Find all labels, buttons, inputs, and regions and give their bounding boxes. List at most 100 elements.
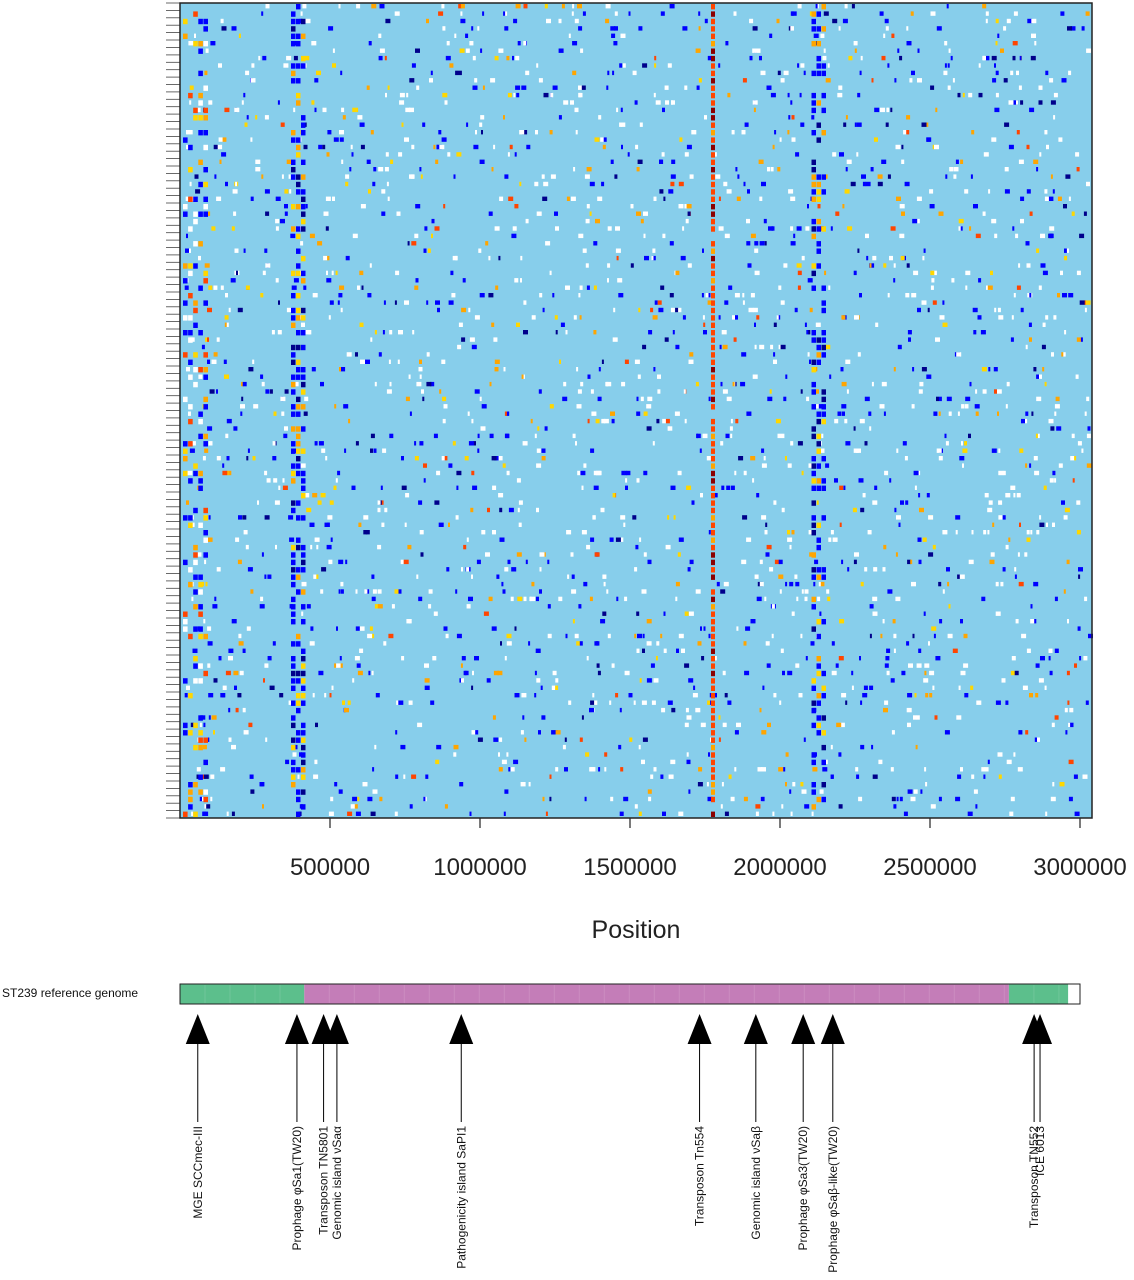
heatmap-cell: [1034, 737, 1038, 742]
heatmap-cell: [711, 26, 715, 32]
heatmap-cell: [816, 478, 821, 484]
x-tick-label: 1000000: [433, 854, 526, 881]
heatmap-cell: [207, 641, 213, 646]
heatmap-cell: [234, 248, 239, 253]
heatmap-cell: [804, 596, 808, 602]
heatmap-cell: [638, 811, 642, 816]
heatmap-cell: [811, 678, 816, 684]
heatmap-cell: [183, 811, 188, 817]
heatmap-cell: [675, 344, 680, 350]
heatmap-cell: [296, 737, 301, 743]
heatmap-cell: [1029, 107, 1035, 113]
heatmap-cell: [435, 300, 440, 305]
heatmap-cell: [855, 767, 859, 772]
heatmap-cell: [711, 152, 715, 158]
heatmap-cell: [186, 685, 190, 690]
heatmap-cell: [578, 92, 583, 98]
heatmap-cell: [857, 352, 861, 357]
heatmap-cell: [231, 811, 235, 816]
heatmap-cell: [188, 522, 193, 528]
heatmap-cell: [790, 100, 793, 105]
heatmap-cell: [711, 418, 715, 425]
heatmap-cell: [534, 433, 537, 439]
heatmap-cell: [1023, 418, 1028, 424]
heatmap-cell: [524, 737, 527, 742]
heatmap-cell: [335, 478, 338, 483]
heatmap-cell: [743, 181, 746, 187]
heatmap-cell: [857, 92, 861, 98]
heatmap-cell: [810, 641, 815, 646]
heatmap-cell: [1030, 604, 1033, 609]
heatmap-cell: [841, 559, 844, 565]
heatmap-cell: [291, 159, 296, 165]
heatmap-cell: [190, 722, 194, 728]
heatmap-cell: [1012, 226, 1015, 231]
heatmap-cell: [821, 344, 826, 351]
heatmap-cell: [583, 463, 587, 468]
heatmap-cell: [859, 656, 861, 661]
heatmap-cell: [261, 174, 264, 179]
heatmap-cell: [301, 663, 306, 669]
heatmap-cell: [1084, 300, 1087, 305]
heatmap-cell: [657, 374, 661, 379]
heatmap-cell: [301, 255, 306, 262]
heatmap-cell: [638, 744, 641, 750]
heatmap-cell: [1038, 678, 1044, 683]
heatmap-cell: [711, 226, 715, 232]
heatmap-cell: [920, 789, 923, 794]
heatmap-cell: [607, 226, 612, 231]
x-tick-label: 2500000: [883, 854, 976, 881]
heatmap-cell: [296, 181, 301, 188]
heatmap-cell: [269, 685, 275, 690]
heatmap-cell: [947, 63, 950, 68]
heatmap-cell: [296, 396, 301, 403]
heatmap-cell: [752, 100, 758, 105]
heatmap-cell: [345, 174, 350, 179]
heatmap-cell: [675, 307, 679, 313]
heatmap-cell: [503, 11, 506, 16]
heatmap-cell: [296, 137, 301, 143]
heatmap-cell: [449, 63, 454, 68]
heatmap-cell: [994, 307, 997, 313]
heatmap-cell: [1054, 404, 1060, 409]
heatmap-cell: [700, 493, 703, 498]
heatmap-cell: [643, 233, 646, 239]
heatmap-cell: [286, 159, 292, 164]
heatmap-cell: [819, 611, 822, 616]
heatmap-cell: [811, 115, 815, 120]
heatmap-cell: [997, 411, 999, 416]
heatmap-cell: [264, 189, 270, 194]
heatmap-cell: [291, 507, 296, 514]
heatmap-cell: [1030, 619, 1035, 624]
heatmap-cell: [811, 574, 816, 580]
heatmap-cell: [318, 670, 324, 676]
heatmap-cell: [543, 92, 549, 98]
heatmap-cell: [907, 722, 911, 728]
heatmap-cell: [880, 107, 885, 113]
heatmap-cell: [646, 678, 652, 683]
heatmap-cell: [296, 367, 301, 373]
heatmap-cell: [978, 92, 983, 98]
heatmap-cell: [718, 737, 721, 742]
heatmap-cell: [296, 537, 301, 543]
heatmap-cell: [1003, 78, 1008, 83]
heatmap-cell: [183, 278, 188, 284]
heatmap-cell: [322, 107, 327, 113]
heatmap-cell: [773, 322, 777, 327]
heatmap-cell: [907, 330, 912, 335]
heatmap-cell: [301, 581, 307, 587]
heatmap-cell: [347, 811, 353, 816]
heatmap-cell: [515, 4, 521, 9]
heatmap-cell: [816, 537, 821, 543]
heatmap-cell: [1019, 522, 1021, 527]
heatmap-cell: [430, 70, 433, 76]
heatmap-cell: [859, 418, 865, 424]
heatmap-cell: [207, 663, 211, 668]
heatmap-cell: [291, 559, 296, 566]
heatmap-cell: [657, 389, 661, 394]
heatmap-cell: [1087, 426, 1091, 431]
heatmap-cell: [606, 589, 609, 594]
heatmap-cell: [469, 41, 474, 46]
heatmap-cell: [191, 811, 194, 816]
heatmap-cell: [304, 396, 309, 402]
